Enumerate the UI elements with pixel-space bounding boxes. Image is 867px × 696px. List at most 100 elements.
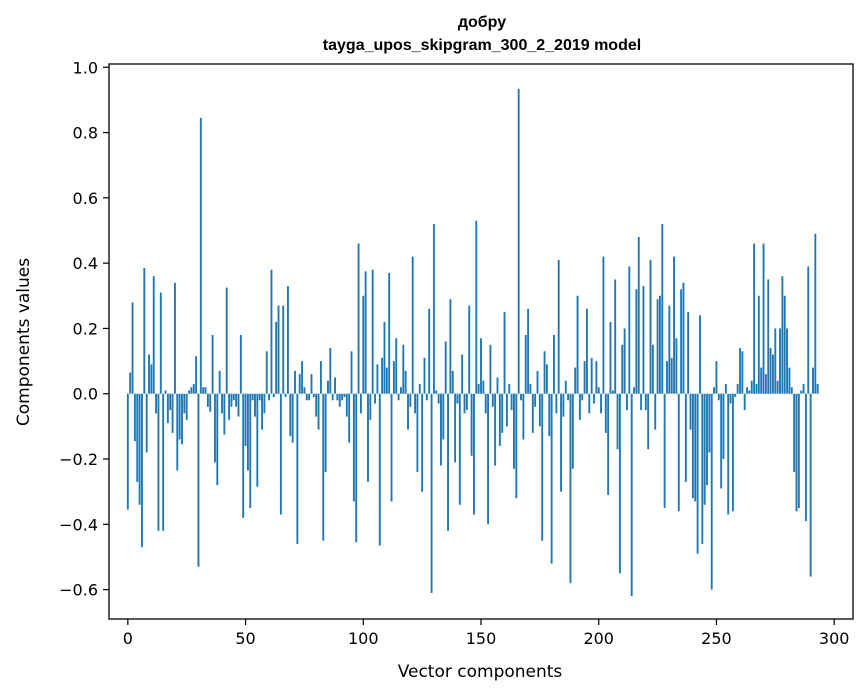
y-tick-label: 1.0 (73, 58, 98, 77)
bar (746, 387, 748, 394)
bar (755, 383, 758, 394)
bar (555, 393, 558, 414)
bar (374, 393, 376, 404)
bar (781, 276, 784, 394)
bar (256, 393, 259, 487)
bar (126, 393, 129, 510)
bar (392, 361, 395, 394)
bar (159, 292, 162, 394)
bar (385, 367, 388, 394)
bar (133, 393, 136, 442)
bar (560, 393, 562, 492)
bar (143, 268, 146, 394)
bar (239, 334, 242, 394)
bar (418, 383, 421, 394)
bar (228, 393, 231, 420)
bar (670, 357, 673, 394)
bar (816, 383, 819, 394)
chart-subtitle: tayga_upos_skipgram_300_2_2019 model (323, 37, 641, 54)
bar (202, 387, 205, 394)
bar (691, 393, 694, 499)
bar (291, 393, 294, 443)
bar (762, 243, 765, 394)
bar (748, 390, 751, 394)
bar (303, 387, 306, 394)
bar (489, 344, 492, 394)
bar (611, 390, 614, 394)
bar (804, 393, 807, 522)
x-tick-label: 250 (701, 629, 732, 648)
bar (567, 393, 570, 401)
bar (699, 315, 701, 394)
bar (376, 364, 379, 394)
bar (178, 393, 181, 440)
bar (779, 328, 781, 394)
x-tick-label: 300 (819, 629, 850, 648)
bar (404, 370, 407, 394)
bar (786, 328, 789, 394)
bar (706, 393, 708, 486)
bar (261, 393, 263, 430)
bar (188, 390, 190, 394)
bar (204, 387, 207, 394)
bar (774, 328, 777, 394)
bar (279, 393, 282, 515)
bar (390, 393, 393, 502)
bar (249, 393, 252, 508)
bar (673, 256, 675, 394)
bar (802, 383, 805, 394)
bar (484, 393, 487, 414)
bar (162, 393, 165, 531)
bar (141, 393, 143, 548)
bar (395, 338, 398, 394)
bar (503, 312, 506, 394)
bar (590, 357, 593, 394)
bar (468, 305, 471, 394)
bar (545, 364, 548, 394)
bar (197, 393, 200, 567)
bar (790, 387, 793, 394)
bar (534, 393, 537, 407)
x-tick-label: 150 (466, 629, 497, 648)
bar (411, 256, 414, 394)
bar (430, 393, 433, 593)
bar (171, 393, 174, 433)
bar (682, 282, 685, 394)
bar (722, 393, 725, 460)
bar (447, 393, 449, 531)
bar (319, 361, 322, 394)
bar (428, 308, 431, 394)
bar (536, 370, 539, 394)
bar (470, 393, 473, 456)
bar (350, 351, 353, 394)
bar (301, 361, 303, 394)
bar (435, 390, 438, 394)
bar (407, 393, 409, 430)
bar (312, 393, 315, 397)
bar (628, 266, 631, 394)
bar (355, 393, 358, 543)
bar (583, 361, 586, 394)
bar (498, 393, 501, 446)
bar (487, 393, 489, 525)
bar (618, 393, 621, 574)
x-tick-label: 50 (235, 629, 255, 648)
bar (148, 354, 150, 394)
bar (729, 393, 732, 404)
bar (305, 393, 308, 401)
bar (593, 393, 595, 404)
bar (338, 393, 341, 407)
bar (614, 279, 617, 394)
bar (600, 393, 603, 414)
bar (491, 393, 494, 407)
bar (731, 393, 734, 512)
bar (185, 393, 188, 420)
bar (136, 393, 139, 482)
bar (173, 282, 176, 394)
bar (298, 374, 301, 394)
bar (633, 387, 635, 394)
bar (423, 357, 426, 394)
bar (505, 393, 508, 427)
bar (727, 393, 730, 515)
bar (529, 383, 532, 394)
